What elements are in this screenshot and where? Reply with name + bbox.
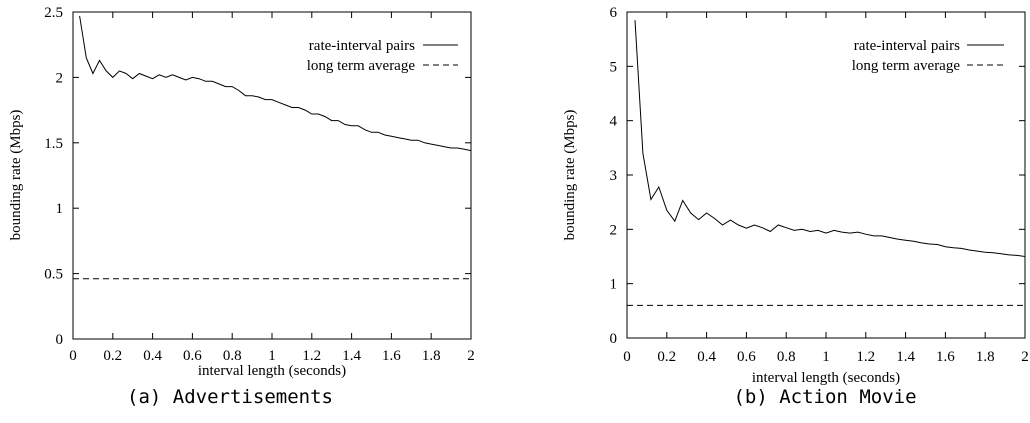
legend-label-rate-interval-pairs: rate-interval pairs	[854, 38, 960, 54]
y-tick-label: 2	[610, 222, 618, 238]
x-tick-label: 0	[69, 348, 77, 364]
x-tick-label: 0.2	[657, 349, 676, 365]
x-tick-label: 1.8	[976, 349, 995, 365]
x-tick-label: 1.4	[342, 348, 361, 364]
x-tick-label: 0.2	[103, 348, 122, 364]
series-line-rate-interval-pairs	[79, 15, 472, 152]
y-tick-label: 0	[610, 331, 618, 347]
y-tick-label: 0	[56, 332, 64, 348]
y-tick-label: 5	[610, 59, 618, 75]
x-tick-label: 0	[623, 349, 631, 365]
chart-action-movie: 0 0.2 0.4 0.6 0.8 1 1.2 1.4 1.6 1.8 2 0 1 2 3 4 5 6 rate…	[562, 5, 1029, 408]
x-tick-label: 0.8	[223, 348, 242, 364]
x-tick-label: 2	[467, 348, 475, 364]
x-tick-label: 1.6	[382, 348, 401, 364]
legend-label-long-term-average: long term average	[852, 58, 961, 74]
legend-label-rate-interval-pairs: rate-interval pairs	[309, 38, 415, 54]
y-tick-label: 0.5	[44, 267, 63, 283]
y-tick-label: 1.5	[44, 136, 63, 152]
x-axis-label: interval length (seconds)	[752, 370, 900, 386]
x-tick-label: 2	[1021, 349, 1029, 365]
y-axis-label: bounding rate (Mbps)	[562, 110, 578, 241]
x-tick-label: 1.2	[302, 348, 321, 364]
x-tick-label: 0.6	[183, 348, 202, 364]
x-tick-label: 0.6	[737, 349, 756, 365]
y-tick-label: 3	[610, 168, 618, 184]
x-tick-label: 1.8	[422, 348, 441, 364]
x-axis-label: interval length (seconds)	[198, 363, 346, 379]
chart-advertisements: 0 0.2 0.4 0.6 0.8 1 1.2 1.4 1.6 1.8 2 0 0.5 1 1.5 2 2.5…	[8, 5, 475, 408]
y-tick-label: 1	[610, 277, 618, 293]
y-tick-label: 6	[610, 5, 618, 21]
y-tick-label: 2	[56, 70, 64, 86]
legend-label-long-term-average: long term average	[307, 58, 416, 74]
x-tick-label: 1	[822, 349, 830, 365]
x-tick-label: 1.6	[936, 349, 955, 365]
caption-advertisements: (a) Advertisements	[127, 386, 333, 408]
x-tick-label: 1.4	[896, 349, 915, 365]
x-tick-label: 1	[268, 348, 276, 364]
y-axis-label: bounding rate (Mbps)	[8, 110, 24, 241]
series-line-rate-interval-pairs	[634, 20, 1026, 257]
x-tick-label: 0.4	[697, 349, 716, 365]
y-tick-label: 4	[610, 114, 618, 130]
x-tick-label: 0.4	[143, 348, 162, 364]
caption-action-movie: (b) Action Movie	[733, 386, 916, 408]
plot-frame	[626, 11, 1026, 339]
y-tick-label: 2.5	[44, 5, 63, 21]
x-tick-label: 0.8	[777, 349, 796, 365]
y-tick-label: 1	[56, 201, 64, 217]
x-tick-label: 1.2	[856, 349, 875, 365]
